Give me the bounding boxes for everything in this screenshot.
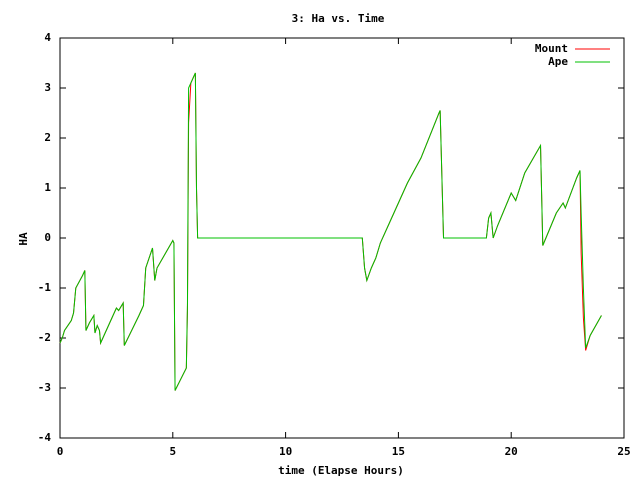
y-tick-label: 4 (44, 31, 51, 44)
y-tick-label: -2 (38, 331, 51, 344)
chart-title: 3: Ha vs. Time (292, 12, 385, 25)
legend-label: Mount (535, 42, 568, 55)
y-tick-label: 0 (44, 231, 51, 244)
x-tick-label: 10 (279, 445, 292, 458)
x-tick-label: 20 (505, 445, 518, 458)
x-tick-label: 5 (169, 445, 176, 458)
y-tick-label: 2 (44, 131, 51, 144)
x-tick-label: 15 (392, 445, 405, 458)
y-tick-label: 1 (44, 181, 51, 194)
legend-label: Ape (548, 55, 568, 68)
x-tick-label: 0 (57, 445, 64, 458)
y-tick-label: -4 (38, 431, 52, 444)
series-line (59, 72, 602, 391)
y-tick-label: 3 (44, 81, 51, 94)
x-tick-label: 25 (617, 445, 630, 458)
x-axis-label: time (Elapse Hours) (278, 464, 404, 477)
y-axis-label: HA (17, 232, 30, 246)
y-tick-label: -1 (38, 281, 52, 294)
plot-frame (59, 37, 625, 439)
series-line (59, 72, 602, 391)
y-tick-label: -3 (38, 381, 51, 394)
